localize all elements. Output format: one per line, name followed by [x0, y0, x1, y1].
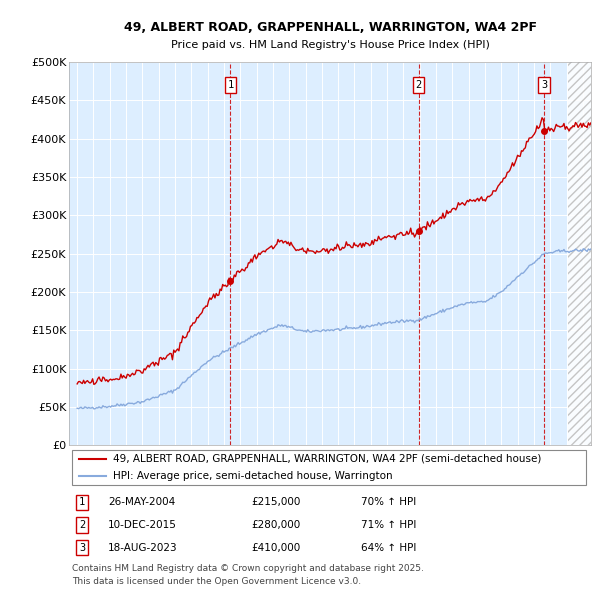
Text: 1: 1	[227, 80, 233, 90]
Text: £410,000: £410,000	[252, 543, 301, 553]
FancyBboxPatch shape	[71, 450, 586, 485]
Text: Contains HM Land Registry data © Crown copyright and database right 2025.: Contains HM Land Registry data © Crown c…	[72, 564, 424, 573]
Text: This data is licensed under the Open Government Licence v3.0.: This data is licensed under the Open Gov…	[72, 577, 361, 586]
Text: 2: 2	[416, 80, 422, 90]
Text: 71% ↑ HPI: 71% ↑ HPI	[361, 520, 416, 530]
Text: 3: 3	[79, 543, 85, 553]
Text: 2: 2	[79, 520, 85, 530]
Text: HPI: Average price, semi-detached house, Warrington: HPI: Average price, semi-detached house,…	[113, 471, 393, 481]
Text: 49, ALBERT ROAD, GRAPPENHALL, WARRINGTON, WA4 2PF: 49, ALBERT ROAD, GRAPPENHALL, WARRINGTON…	[124, 21, 536, 34]
Text: £280,000: £280,000	[252, 520, 301, 530]
Text: 64% ↑ HPI: 64% ↑ HPI	[361, 543, 416, 553]
Text: 70% ↑ HPI: 70% ↑ HPI	[361, 497, 416, 507]
Text: 3: 3	[541, 80, 547, 90]
Text: 26-MAY-2004: 26-MAY-2004	[108, 497, 175, 507]
Text: £215,000: £215,000	[252, 497, 301, 507]
Text: 10-DEC-2015: 10-DEC-2015	[108, 520, 177, 530]
Text: 18-AUG-2023: 18-AUG-2023	[108, 543, 178, 553]
Text: Price paid vs. HM Land Registry's House Price Index (HPI): Price paid vs. HM Land Registry's House …	[170, 40, 490, 50]
Text: 1: 1	[79, 497, 85, 507]
Text: 49, ALBERT ROAD, GRAPPENHALL, WARRINGTON, WA4 2PF (semi-detached house): 49, ALBERT ROAD, GRAPPENHALL, WARRINGTON…	[113, 454, 542, 464]
